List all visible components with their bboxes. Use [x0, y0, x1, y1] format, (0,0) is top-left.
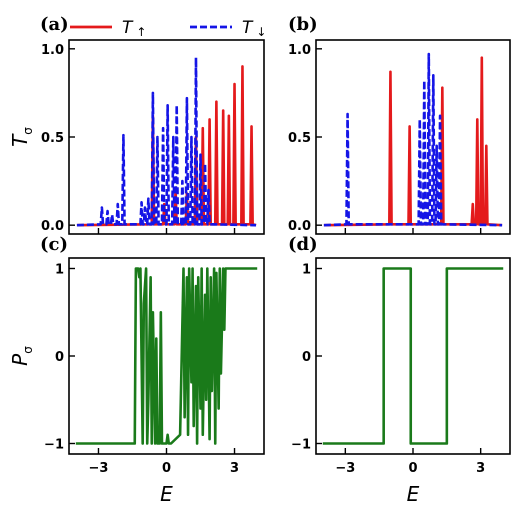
series-spin-up-line: [323, 56, 503, 227]
panel-label: (a): [40, 14, 69, 35]
panel-a: 0.0 0.5 1.0 (a) Tσ: [8, 14, 265, 235]
y-tick-label: −1: [44, 438, 64, 453]
y-tick-label: −1: [291, 438, 311, 453]
x-tick-label: 3: [476, 461, 485, 476]
x-axis-label: E: [407, 482, 420, 506]
y-tick-label: 1.0: [41, 43, 64, 58]
legend-label-spin-up: T ↑: [122, 18, 146, 39]
y-tick-label: 0.5: [288, 131, 311, 146]
y-tick-label: 0: [55, 350, 64, 365]
x-tick-label: −3: [335, 461, 355, 476]
axes-frame: [68, 257, 265, 455]
legend: T ↑ T ↓: [70, 18, 266, 39]
x-tick-label: 0: [408, 461, 417, 476]
series-spin-down-line: [76, 56, 257, 227]
legend-label-spin-down: T ↓: [242, 18, 266, 39]
panel-c: −1 0 1 −3 0 3 (c) Pσ E: [8, 234, 265, 506]
x-tick-label: 0: [162, 461, 171, 476]
panel-label: (b): [288, 14, 318, 35]
y-tick-label: 1: [55, 263, 64, 278]
y-tick-label: 1.0: [288, 43, 311, 58]
y-axis-label: Tσ: [8, 127, 35, 147]
axes-frame: [315, 257, 511, 455]
panel-label: (d): [288, 234, 318, 255]
x-tick-label: −3: [89, 461, 109, 476]
panel-d: −1 0 1 −3 0 3 (d) E: [288, 234, 511, 506]
y-tick-label: 0.0: [41, 219, 64, 234]
series-spin-down-line: [323, 52, 503, 227]
x-tick-label: 3: [230, 461, 239, 476]
panel-b: 0.0 0.5 1.0 (b): [288, 14, 511, 235]
y-tick-label: 0: [302, 350, 311, 365]
series-polarization-line: [75, 267, 258, 445]
y-tick-label: 0.5: [41, 131, 64, 146]
panel-label: (c): [40, 234, 68, 255]
x-axis-label: E: [160, 482, 173, 506]
y-tick-label: 1: [302, 263, 311, 278]
y-tick-label: 0.0: [288, 219, 311, 234]
y-axis-label: Pσ: [8, 346, 35, 366]
series-polarization-line: [322, 267, 504, 445]
